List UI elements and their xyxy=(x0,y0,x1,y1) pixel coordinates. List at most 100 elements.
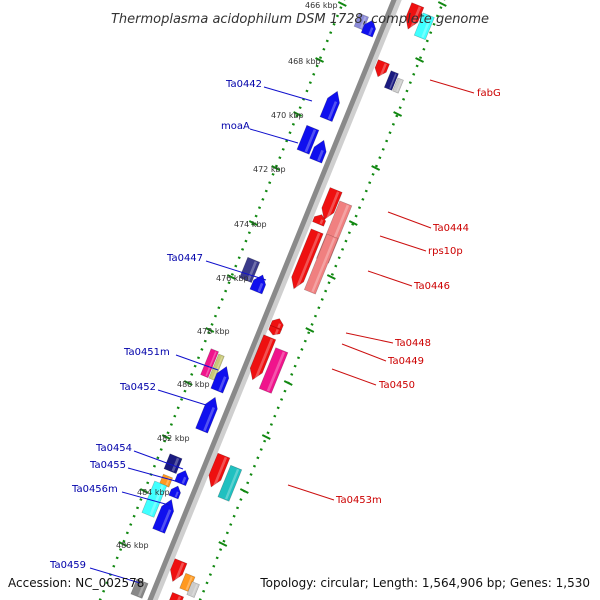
gene-label: Ta0448 xyxy=(394,338,431,349)
label-leader xyxy=(89,567,141,584)
label-leader xyxy=(345,332,394,344)
backbone-shadow xyxy=(150,0,402,600)
gene-feature[interactable] xyxy=(319,90,340,122)
tick-label: 478 kbp xyxy=(197,327,230,336)
gene-feature[interactable] xyxy=(130,578,149,599)
gene-feature[interactable] xyxy=(309,139,327,164)
right-track xyxy=(198,0,446,600)
tick-mark xyxy=(393,111,403,117)
tick-label: 482 kbp xyxy=(157,434,190,443)
tick-mark xyxy=(118,541,128,547)
gene-feature[interactable] xyxy=(405,2,425,30)
gene-label: Ta0444 xyxy=(432,223,469,234)
label-leader xyxy=(133,450,184,470)
gene-label: fabG xyxy=(477,88,501,99)
gene-feature[interactable] xyxy=(170,558,188,583)
tick-mark xyxy=(248,220,258,226)
gene-feature[interactable] xyxy=(249,334,277,381)
gene-feature[interactable] xyxy=(200,348,219,379)
tick-label: 476 kbp xyxy=(216,274,249,283)
tick-mark xyxy=(348,220,358,226)
label-leader xyxy=(175,354,219,371)
gene-label: Ta0442 xyxy=(225,79,262,90)
tick-mark xyxy=(218,541,228,547)
gene-label: moaA xyxy=(221,121,250,132)
gene-feature[interactable] xyxy=(321,187,343,221)
gene-feature[interactable] xyxy=(169,592,185,600)
tick-mark xyxy=(239,488,249,494)
label-leader xyxy=(367,270,413,287)
left-track xyxy=(98,0,346,600)
gene-feature[interactable] xyxy=(168,485,181,500)
gene-feature[interactable] xyxy=(179,572,196,593)
tick-mark xyxy=(261,434,271,440)
gene-feature[interactable] xyxy=(268,324,282,336)
tick-mark xyxy=(315,57,324,63)
gene-label: Ta0455 xyxy=(89,460,126,471)
gene-feature[interactable] xyxy=(258,347,289,394)
gene-label: Ta0454 xyxy=(95,443,132,454)
gene-label: Ta0449 xyxy=(387,356,424,367)
gene-label: Ta0446 xyxy=(413,281,450,292)
label-leader xyxy=(205,260,267,281)
label-leader xyxy=(157,389,207,406)
gene-feature[interactable] xyxy=(208,452,231,488)
gene-feature[interactable] xyxy=(296,124,320,155)
gene-feature[interactable] xyxy=(186,581,200,598)
tick-mark xyxy=(205,327,215,333)
gene-feature[interactable] xyxy=(291,228,324,290)
tick-mark xyxy=(271,165,281,171)
tick-mark xyxy=(326,274,336,280)
gene-feature[interactable] xyxy=(195,396,218,434)
gene-label: Ta0450 xyxy=(378,380,415,391)
leader-layer xyxy=(89,79,475,584)
gene-feature[interactable] xyxy=(210,365,230,394)
gene-feature[interactable] xyxy=(239,256,261,283)
gene-label: Ta0456m xyxy=(71,484,118,495)
tick-mark xyxy=(371,165,381,171)
gene-feature[interactable] xyxy=(360,19,377,38)
gene-label: Ta0452 xyxy=(119,382,156,393)
tick-label: 474 kbp xyxy=(234,220,267,229)
tick-mark xyxy=(293,111,303,117)
tick-layer xyxy=(118,1,447,547)
gene-feature[interactable] xyxy=(413,12,435,41)
gene-feature[interactable] xyxy=(163,453,183,474)
gene-label: Ta0453m xyxy=(335,495,382,506)
gene-feature[interactable] xyxy=(208,353,225,381)
tick-mark xyxy=(226,274,236,280)
gene-feature[interactable] xyxy=(312,214,327,227)
gene-feature[interactable] xyxy=(152,498,175,534)
gene-label: rps10p xyxy=(428,246,463,257)
gene-feature[interactable] xyxy=(392,77,404,94)
label-leader xyxy=(249,128,299,144)
tick-mark xyxy=(183,380,193,386)
accession-text: Accession: NC_002578 xyxy=(8,576,144,590)
tick-mark xyxy=(337,1,347,7)
tick-mark xyxy=(305,327,315,333)
tick-mark xyxy=(437,1,447,7)
gene-label: Ta0451m xyxy=(123,347,170,358)
gene-feature[interactable] xyxy=(141,480,168,518)
tick-mark xyxy=(161,434,171,440)
label-leader xyxy=(331,368,377,386)
gene-feature[interactable] xyxy=(374,59,390,78)
tick-label: 484 kbp xyxy=(137,488,170,497)
label-leader xyxy=(429,79,475,94)
genome-summary: Topology: circular; Length: 1,564,906 bp… xyxy=(259,576,590,590)
label-leader xyxy=(341,343,387,362)
genome-title: Thermoplasma acidophilum DSM 1728, compl… xyxy=(111,12,489,27)
tick-mark xyxy=(139,488,149,494)
label-leader xyxy=(121,491,170,506)
label-leader xyxy=(127,467,180,483)
tick-label: 486 kbp xyxy=(116,541,149,550)
tick-label: 472 kbp xyxy=(253,165,286,174)
tick-label: 468 kbp xyxy=(288,57,321,66)
gene-feature[interactable] xyxy=(217,464,243,502)
gene-feature[interactable] xyxy=(303,233,339,295)
label-leader xyxy=(263,86,313,102)
label-leader xyxy=(387,211,432,229)
feature-layer xyxy=(130,2,435,600)
gene-feature[interactable] xyxy=(249,274,267,295)
gene-feature[interactable] xyxy=(383,70,399,91)
